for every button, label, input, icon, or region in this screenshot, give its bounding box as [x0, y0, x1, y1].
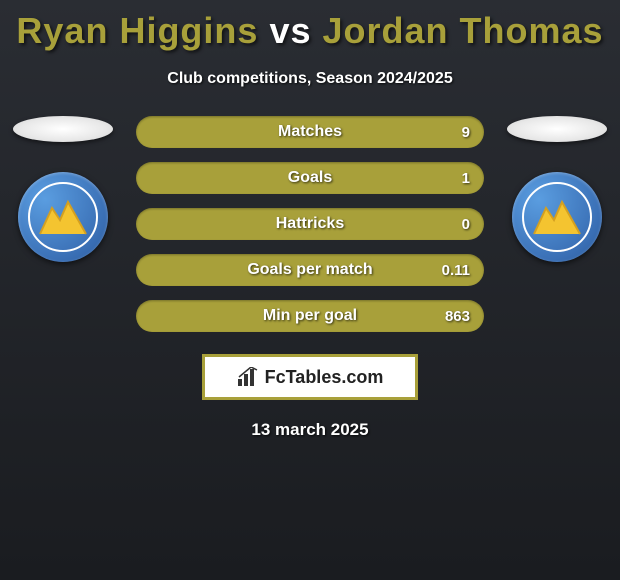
stat-label: Goals per match: [136, 261, 484, 279]
brand-box[interactable]: FcTables.com: [202, 354, 418, 400]
right-column: [502, 116, 612, 262]
stat-right-value: 863: [445, 308, 470, 325]
stat-bar: Goals per match0.11: [136, 254, 484, 286]
stat-right-value: 0.11: [442, 262, 470, 279]
stat-right-value: 9: [462, 124, 470, 141]
date-text: 13 march 2025: [0, 420, 620, 440]
stat-bar: Goals1: [136, 162, 484, 194]
comparison-row: Matches9Goals1Hattricks0Goals per match0…: [0, 116, 620, 332]
left-column: [8, 116, 118, 262]
page-title: Ryan Higgins vs Jordan Thomas: [0, 0, 620, 52]
stat-right-value: 0: [462, 216, 470, 233]
stat-label: Matches: [136, 123, 484, 141]
vs-word: vs: [269, 10, 311, 51]
player2-club-logo: [512, 172, 602, 262]
stat-bar: Min per goal863: [136, 300, 484, 332]
stat-label: Goals: [136, 169, 484, 187]
stat-label: Hattricks: [136, 215, 484, 233]
player1-name: Ryan Higgins: [16, 10, 258, 51]
stats-column: Matches9Goals1Hattricks0Goals per match0…: [118, 116, 502, 332]
brand-text: FcTables.com: [265, 367, 384, 388]
stat-bar: Matches9: [136, 116, 484, 148]
subtitle: Club competitions, Season 2024/2025: [0, 70, 620, 88]
player1-avatar-placeholder: [13, 116, 113, 142]
mountain-icon: [38, 198, 88, 236]
player2-avatar-placeholder: [507, 116, 607, 142]
mountain-icon: [532, 198, 582, 236]
stat-bar: Hattricks0: [136, 208, 484, 240]
bar-chart-icon: [237, 367, 259, 387]
stat-right-value: 1: [462, 170, 470, 187]
player2-name: Jordan Thomas: [323, 10, 604, 51]
stat-label: Min per goal: [136, 307, 484, 325]
player1-club-logo: [18, 172, 108, 262]
